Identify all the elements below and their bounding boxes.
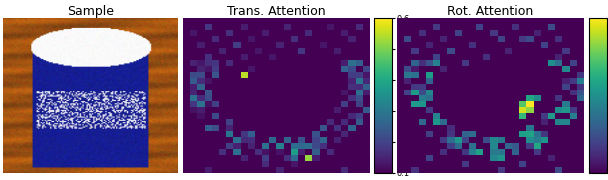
Title: Sample: Sample <box>67 5 114 18</box>
Title: Rot. Attention: Rot. Attention <box>447 5 534 18</box>
Title: Trans. Attention: Trans. Attention <box>227 5 325 18</box>
